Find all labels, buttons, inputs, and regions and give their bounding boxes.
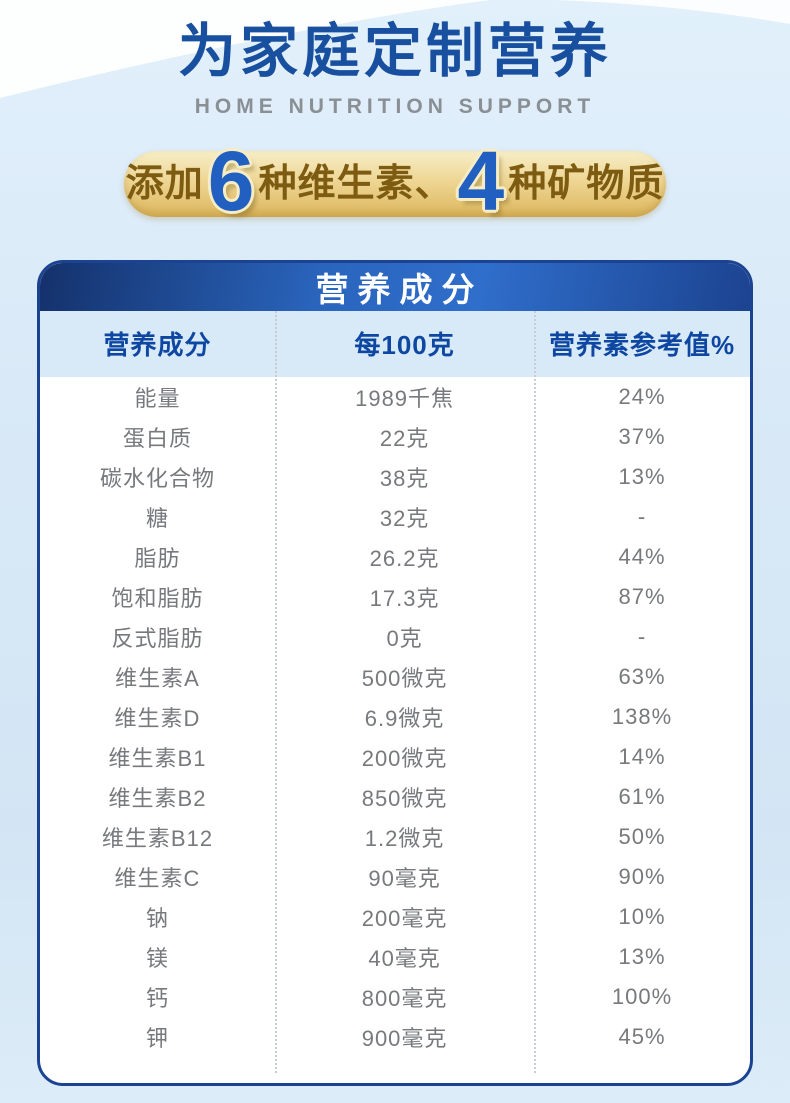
nutrient-name: 维生素B1 bbox=[108, 745, 207, 771]
nutrient-amount: 850微克 bbox=[361, 785, 448, 811]
nutrient-amount: 1989千焦 bbox=[355, 385, 455, 411]
nutrient-amount: 500微克 bbox=[361, 665, 448, 691]
nutrient-name: 饱和脂肪 bbox=[111, 585, 204, 611]
nutrient-amount: 17.3克 bbox=[369, 585, 440, 611]
nutrient-name: 维生素A bbox=[115, 665, 200, 691]
nutrient-name: 蛋白质 bbox=[122, 425, 192, 451]
vitamins-minerals-badge: 添加 6 种维生素、 4 种矿物质 bbox=[124, 139, 666, 223]
nutrient-nrv: 44% bbox=[618, 543, 666, 569]
nutrient-amount: 90毫克 bbox=[368, 865, 441, 891]
table-row: 蛋白质 22克 37% bbox=[40, 417, 750, 457]
table-row: 能量 1989千焦 24% bbox=[40, 377, 750, 417]
nutrient-name: 糖 bbox=[145, 505, 169, 531]
table-row: 维生素D 6.9微克 138% bbox=[40, 697, 750, 737]
table-row: 饱和脂肪 17.3克 87% bbox=[40, 577, 750, 617]
nutrient-name: 能量 bbox=[134, 385, 181, 411]
column-header-per-100g: 每100克 bbox=[354, 330, 455, 361]
table-row: 维生素C 90毫克 90% bbox=[40, 857, 750, 897]
table-row: 脂肪 26.2克 44% bbox=[40, 537, 750, 577]
nutrient-nrv: 24% bbox=[618, 383, 666, 409]
nutrient-amount: 40毫克 bbox=[368, 945, 441, 971]
column-header-nutrient: 营养成分 bbox=[103, 330, 212, 361]
table-row: 钾 900毫克 45% bbox=[40, 1017, 750, 1057]
nutrient-nrv: 90% bbox=[618, 863, 666, 889]
nutrient-nrv: 10% bbox=[618, 903, 666, 929]
badge-middle-text: 种维生素、 bbox=[258, 162, 454, 205]
nutrient-amount: 800毫克 bbox=[361, 985, 448, 1011]
column-header-nrv-percent: 营养素参考值% bbox=[548, 330, 736, 361]
nutrient-name: 维生素B2 bbox=[108, 785, 207, 811]
nutrient-amount: 0克 bbox=[386, 625, 423, 651]
nutrition-table: 营养成分 营养成分 每100克 营养素参考值% 能量 1989千焦 24% 蛋白… bbox=[37, 259, 753, 1086]
nutrient-amount: 1.2微克 bbox=[364, 825, 445, 851]
table-row: 钠 200毫克 10% bbox=[40, 897, 750, 937]
table-body: 能量 1989千焦 24% 蛋白质 22克 37% 碳水化合物 38克 13% … bbox=[40, 377, 750, 1083]
nutrient-name: 反式脂肪 bbox=[111, 625, 204, 651]
nutrient-nrv: 13% bbox=[618, 943, 666, 969]
nutrient-name: 钾 bbox=[145, 1025, 169, 1051]
nutrient-amount: 22克 bbox=[379, 425, 430, 451]
nutrient-nrv: 50% bbox=[618, 823, 666, 849]
nutrient-amount: 6.9微克 bbox=[364, 705, 445, 731]
nutrient-nrv: 63% bbox=[618, 663, 666, 689]
nutrient-amount: 38克 bbox=[379, 465, 430, 491]
nutrient-amount: 26.2克 bbox=[369, 545, 440, 571]
table-row: 维生素B2 850微克 61% bbox=[40, 777, 750, 817]
nutrient-name: 碳水化合物 bbox=[99, 465, 215, 491]
table-row: 维生素B12 1.2微克 50% bbox=[40, 817, 750, 857]
table-row: 维生素A 500微克 63% bbox=[40, 657, 750, 697]
table-title: 营养成分 bbox=[40, 262, 750, 311]
nutrient-nrv: 37% bbox=[618, 423, 666, 449]
table-row: 维生素B1 200微克 14% bbox=[40, 737, 750, 777]
nutrient-nrv: 87% bbox=[618, 583, 666, 609]
table-row: 钙 800毫克 100% bbox=[40, 977, 750, 1017]
badge-prefix-text: 添加 bbox=[125, 162, 204, 205]
table-header-row: 营养成分 每100克 营养素参考值% bbox=[40, 310, 750, 377]
nutrient-nrv: - bbox=[637, 503, 647, 529]
table-row: 反式脂肪 0克 - bbox=[40, 617, 750, 657]
badge-mineral-count: 4 bbox=[457, 134, 505, 229]
nutrient-nrv: 14% bbox=[618, 743, 666, 769]
nutrient-amount: 200微克 bbox=[361, 745, 448, 771]
nutrient-nrv: 13% bbox=[618, 463, 666, 489]
nutrient-nrv: 100% bbox=[611, 983, 673, 1009]
nutrient-nrv: 45% bbox=[618, 1023, 666, 1049]
badge-suffix-text: 种矿物质 bbox=[508, 162, 665, 205]
nutrient-amount: 900毫克 bbox=[361, 1025, 448, 1051]
nutrient-nrv: 138% bbox=[611, 703, 673, 729]
nutrient-amount: 32克 bbox=[379, 505, 430, 531]
nutrient-nrv: 61% bbox=[618, 783, 666, 809]
table-row: 镁 40毫克 13% bbox=[40, 937, 750, 977]
nutrient-name: 钙 bbox=[145, 985, 169, 1011]
nutrient-name: 维生素C bbox=[114, 865, 201, 891]
table-row: 碳水化合物 38克 13% bbox=[40, 457, 750, 497]
nutrient-name: 镁 bbox=[145, 945, 169, 971]
nutrient-name: 维生素B12 bbox=[101, 825, 214, 851]
nutrient-name: 钠 bbox=[145, 905, 169, 931]
header: 为家庭定制营养 HOME NUTRITION SUPPORT bbox=[0, 0, 790, 119]
table-row: 糖 32克 - bbox=[40, 497, 750, 537]
nutrient-nrv: - bbox=[637, 623, 647, 649]
nutrient-name: 脂肪 bbox=[134, 545, 181, 571]
page-title: 为家庭定制营养 bbox=[177, 19, 612, 84]
badge-vitamin-count: 6 bbox=[207, 134, 255, 229]
nutrient-amount: 200毫克 bbox=[361, 905, 448, 931]
nutrient-name: 维生素D bbox=[114, 705, 201, 731]
page-subtitle: HOME NUTRITION SUPPORT bbox=[194, 94, 596, 118]
